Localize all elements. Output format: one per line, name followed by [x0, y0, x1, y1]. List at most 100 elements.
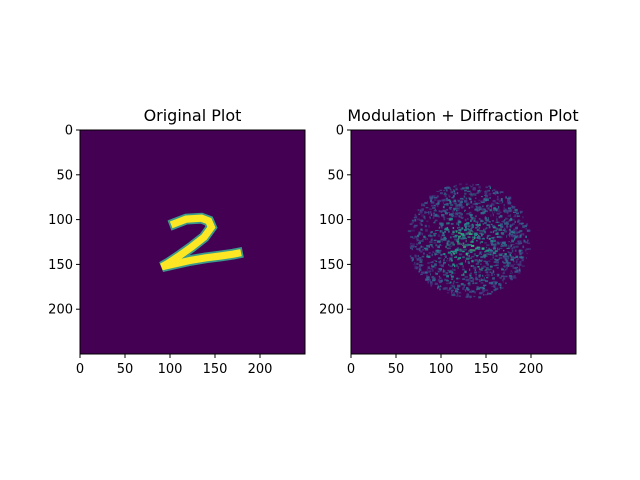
speckle-dot [511, 249, 514, 253]
speckle-dot [468, 254, 470, 258]
speckle-dot [527, 242, 531, 244]
speckle-dot [433, 221, 435, 224]
speckle-dot [520, 242, 523, 244]
speckle-dot [434, 266, 437, 269]
speckle-dot [437, 287, 439, 290]
speckle-dot [458, 263, 461, 265]
speckle-dot [459, 248, 462, 250]
speckle-dot [454, 290, 457, 292]
speckle-dot [451, 191, 454, 193]
speckle-dot [453, 280, 455, 283]
speckle-dot [417, 235, 420, 238]
speckle-dot [511, 231, 515, 234]
speckle-dot [485, 246, 488, 249]
speckle-dot [449, 200, 452, 203]
speckle-dot [479, 274, 481, 277]
speckle-dot [478, 185, 481, 189]
speckle-dot [453, 185, 456, 188]
speckle-dot [519, 261, 522, 264]
speckle-dot [418, 232, 421, 235]
speckle-dot [490, 223, 493, 226]
speckle-dot [448, 218, 451, 221]
speckle-dot [425, 248, 429, 251]
speckle-dot [497, 198, 500, 200]
speckle-dot [480, 256, 484, 259]
speckle-dot [440, 238, 444, 241]
speckle-dot [442, 270, 445, 273]
speckle-dot [500, 232, 504, 235]
speckle-dot [516, 269, 519, 271]
speckle-dot [478, 279, 480, 281]
speckle-dot [426, 274, 428, 277]
speckle-dot [492, 213, 494, 217]
speckle-dot [446, 242, 449, 245]
speckle-dot [453, 215, 458, 218]
speckle-dot [411, 247, 413, 251]
speckle-dot [493, 236, 496, 239]
speckle-dot [512, 266, 516, 269]
speckle-dot [514, 249, 517, 252]
speckle-dot [511, 240, 515, 243]
speckle-dot [485, 267, 489, 270]
speckle-dot [486, 236, 489, 239]
speckle-dot [468, 281, 471, 284]
speckle-dot [448, 230, 450, 233]
speckle-dot [419, 250, 422, 252]
speckle-dot [445, 202, 448, 205]
digit-stroke [160, 214, 242, 271]
speckle-dot [433, 212, 435, 215]
speckle-dot [494, 260, 496, 264]
speckle-dot [446, 260, 448, 262]
speckle-dot [492, 225, 495, 228]
y-tick-label: 50 [56, 168, 73, 183]
speckle-dot [483, 231, 487, 234]
speckle-dot [465, 228, 470, 230]
speckle-dot [458, 215, 463, 218]
speckle-dot [525, 248, 529, 250]
speckle-dot [435, 250, 437, 253]
speckle-dot [491, 220, 494, 222]
speckle-dot [434, 252, 437, 255]
speckle-dot [467, 236, 471, 238]
speckle-dot [468, 211, 472, 214]
speckle-dot [476, 224, 479, 227]
speckle-dot [490, 240, 494, 242]
speckle-dot [430, 283, 432, 286]
speckle-dot [434, 231, 436, 233]
speckle-dot [464, 229, 467, 232]
speckle-dot [440, 269, 442, 272]
speckle-dot [431, 245, 433, 248]
speckle-dot [508, 241, 510, 243]
speckle-dot [427, 213, 430, 215]
speckle-dot [454, 193, 457, 195]
speckle-dot [462, 287, 465, 290]
speckle-dot [498, 200, 503, 202]
speckle-dot [459, 236, 461, 239]
speckle-dot [453, 208, 457, 210]
speckle-dot [476, 240, 478, 242]
speckle-dot [520, 251, 524, 254]
speckle-dot [490, 274, 493, 276]
diffraction-image-background [351, 130, 576, 354]
speckle-dot [479, 268, 483, 271]
speckle-dot [474, 233, 478, 236]
speckle-dot [470, 265, 474, 267]
speckle-dot [497, 287, 499, 290]
speckle-dot [433, 259, 436, 261]
speckle-dot [463, 284, 466, 286]
speckle-dot [478, 207, 482, 210]
speckle-dot [443, 253, 446, 255]
speckle-dot [524, 241, 529, 244]
speckle-dot [506, 222, 509, 225]
speckle-dot [485, 262, 488, 265]
speckle-dot [500, 287, 504, 289]
speckle-dot [421, 208, 424, 211]
speckle-dot [526, 223, 528, 226]
speckle-dot [419, 268, 422, 271]
speckle-dot [461, 237, 465, 240]
speckle-dot [469, 275, 472, 277]
speckle-dot [439, 286, 442, 288]
speckle-dot [455, 213, 459, 215]
speckle-dot [482, 255, 487, 257]
speckle-dot [465, 232, 469, 235]
